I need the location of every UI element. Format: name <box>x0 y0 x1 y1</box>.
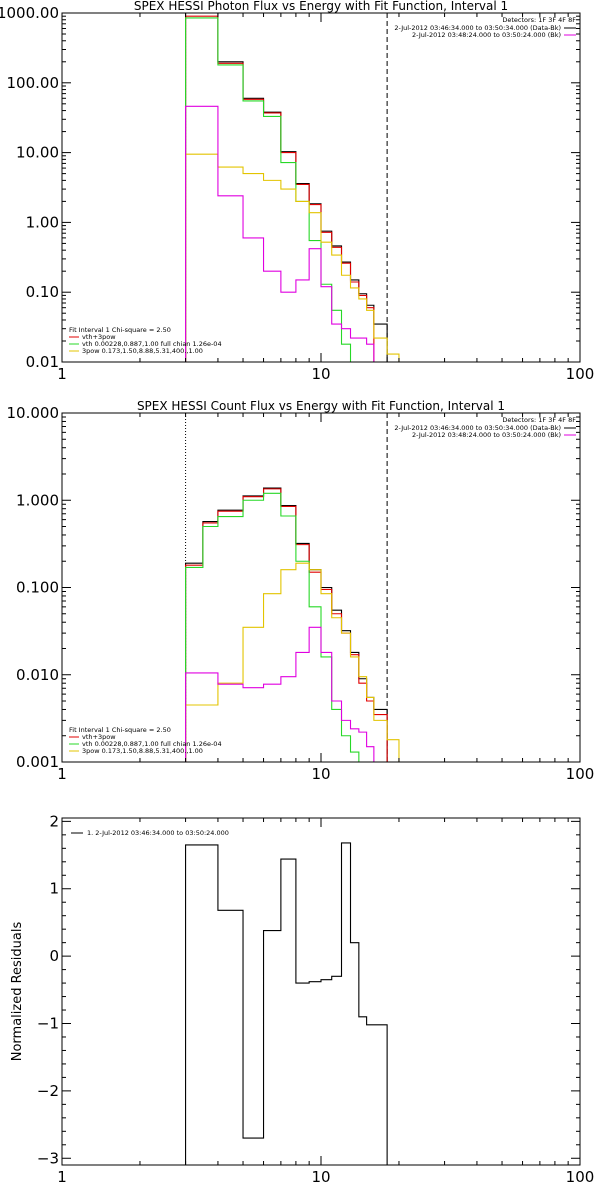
y-tick-label: 0.100 <box>16 579 59 597</box>
x-tick-label: 10 <box>311 365 330 383</box>
legend-bottom-left: Fit Interval 1 Chi-square = 2.50vth+3pow… <box>69 726 222 755</box>
panel-3: Normalized Residuals 1 10 100 −3 −2 −1 0 1 2 1. 2-… <box>10 812 594 1186</box>
y-tick-label: 0.010 <box>16 666 59 684</box>
chart-title: SPEX HESSI Count Flux vs Energy with Fit… <box>137 399 505 413</box>
y-axis: 0.001 0.010 0.100 1.000 10.000 <box>7 404 580 771</box>
legend-entry: 2-Jul-2012 03:48:24.000 to 03:50:24.000 … <box>412 31 561 39</box>
y-tick-label: 1 <box>49 880 59 898</box>
legend-entry: 3pow 0.173,1.50,8.88,5.31,400.,1.00 <box>82 347 203 355</box>
x-axis: 1 10 100 <box>57 818 594 1186</box>
legend-entry: 1. 2-Jul-2012 03:46:34.000 to 03:50:24.0… <box>87 829 229 837</box>
panel-2: SPEX HESSI Count Flux vs Energy with Fit… <box>7 399 595 783</box>
legend-bottom-left: Fit Interval 1 Chi-square = 2.50vth+3pow… <box>69 326 222 355</box>
data-area <box>185 487 410 762</box>
series-bk <box>185 626 388 762</box>
y-axis-label: Normalized Residuals <box>10 922 25 1062</box>
y-tick-label: 1000.00 <box>0 4 59 22</box>
plot-frame <box>61 12 581 363</box>
y-tick-label: 10.000 <box>7 404 60 422</box>
series-bk <box>185 105 388 362</box>
y-tick-label: 100.00 <box>7 74 60 92</box>
legend-top-right: Detectors: 1F 3F 4F 8F2-Jul-2012 03:46:3… <box>394 16 576 39</box>
legend-entry: 3pow 0.173,1.50,8.88,5.31,400.,1.00 <box>82 747 203 755</box>
y-tick-label: 1.000 <box>16 491 59 509</box>
legend-entry: vth 0.00228,0.887,1.00 full chian 1.26e-… <box>82 340 222 348</box>
legend-header: Fit Interval 1 Chi-square = 2.50 <box>69 326 171 334</box>
y-tick-label: 10.00 <box>16 144 59 162</box>
x-axis: 1 10 100 <box>57 413 594 783</box>
series-1- <box>185 842 388 1165</box>
legend-header: Fit Interval 1 Chi-square = 2.50 <box>69 726 171 734</box>
panel-1: SPEX HESSI Photon Flux vs Energy with Fi… <box>0 0 594 383</box>
legend-header: Detectors: 1F 3F 4F 8F <box>502 416 576 424</box>
data-area <box>185 842 388 1165</box>
series-vth <box>185 17 359 362</box>
y-axis: 0.01 0.10 1.00 10.00 100.00 1000.00 <box>0 4 580 371</box>
y-tick-label: 0.001 <box>16 753 59 771</box>
x-tick-label: 1 <box>57 1168 67 1186</box>
series-3pow <box>185 562 410 762</box>
y-tick-label: 0.10 <box>26 283 59 301</box>
y-tick-label: −3 <box>37 1149 59 1167</box>
y-tick-label: −1 <box>37 1015 59 1033</box>
legend-entry: 2-Jul-2012 03:46:34.000 to 03:50:34.000 … <box>394 24 561 32</box>
legend-top-right: Detectors: 1F 3F 4F 8F2-Jul-2012 03:46:3… <box>394 416 576 439</box>
legend-entry: 2-Jul-2012 03:46:34.000 to 03:50:34.000 … <box>394 424 561 432</box>
plot-frame <box>61 817 581 1166</box>
data-area <box>185 13 410 362</box>
series-vth <box>185 492 360 762</box>
series-vth-3pow <box>185 15 375 362</box>
legend-top-left: 1. 2-Jul-2012 03:46:34.000 to 03:50:24.0… <box>71 829 229 837</box>
x-tick-label: 1 <box>57 365 67 383</box>
series-data-bk <box>185 13 388 362</box>
legend-entry: vth 0.00228,0.887,1.00 full chian 1.26e-… <box>82 740 222 748</box>
y-tick-label: 1.00 <box>26 213 59 231</box>
y-tick-label: 2 <box>49 812 59 830</box>
legend-header: Detectors: 1F 3F 4F 8F <box>502 16 576 24</box>
legend-entry: 2-Jul-2012 03:48:24.000 to 03:50:24.000 … <box>412 431 561 439</box>
y-tick-label: 0 <box>49 947 59 965</box>
chart-title: SPEX HESSI Photon Flux vs Energy with Fi… <box>134 0 508 13</box>
x-tick-label: 100 <box>566 765 595 783</box>
y-tick-label: 0.01 <box>26 353 59 371</box>
legend-entry: vth+3pow <box>82 733 116 741</box>
x-tick-label: 100 <box>566 1168 595 1186</box>
x-axis: 1 10 100 <box>57 13 594 383</box>
legend-entry: vth+3pow <box>82 333 116 341</box>
series-vth-3pow <box>185 488 388 762</box>
series-3pow <box>185 153 410 362</box>
y-axis: −3 −2 −1 0 1 2 <box>37 812 580 1167</box>
x-tick-label: 100 <box>566 365 595 383</box>
x-tick-label: 10 <box>311 1168 330 1186</box>
y-tick-label: −2 <box>37 1082 59 1100</box>
x-tick-label: 10 <box>311 765 330 783</box>
series-data-bk <box>185 487 388 762</box>
x-tick-label: 1 <box>57 765 67 783</box>
